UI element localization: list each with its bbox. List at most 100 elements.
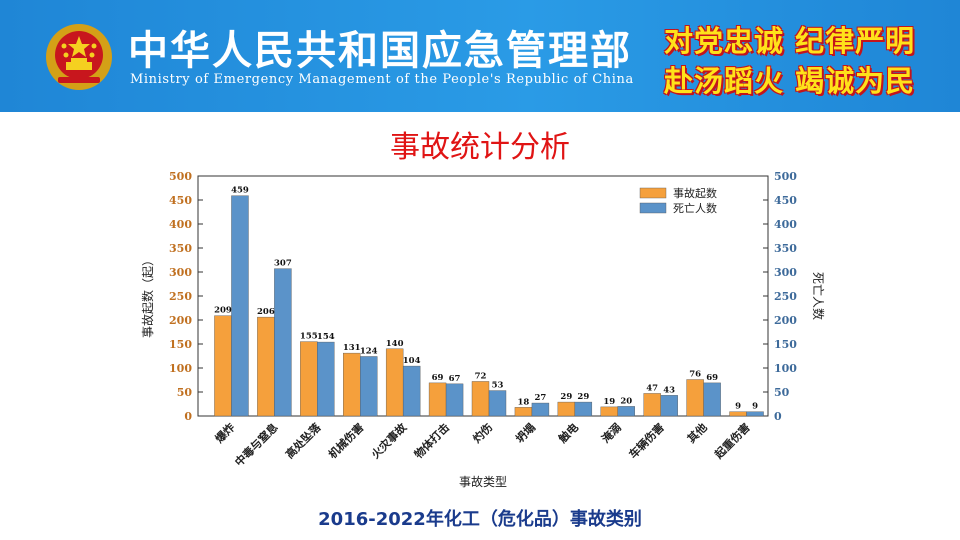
left-tick-label: 400 <box>169 218 192 231</box>
bar-accidents <box>686 379 704 417</box>
legend-label: 死亡人数 <box>673 201 717 215</box>
right-tick-label: 350 <box>774 242 797 255</box>
slide-title: 事故统计分析 <box>390 130 570 165</box>
right-tick-label: 50 <box>774 386 790 399</box>
data-label: 155 <box>300 332 318 342</box>
data-label: 140 <box>386 339 404 349</box>
data-label: 29 <box>560 392 572 402</box>
bar-deaths <box>317 341 335 417</box>
bar-accidents <box>257 316 275 417</box>
bar-accidents <box>343 352 361 417</box>
data-label: 9 <box>752 402 758 412</box>
organization-name-en: Ministry of Emergency Management of the … <box>130 72 634 87</box>
right-tick-label: 450 <box>774 194 797 207</box>
x-axis-title: 事故类型 <box>459 474 507 489</box>
header-banner: 中华人民共和国应急管理部 Ministry of Emergency Manag… <box>0 0 960 112</box>
legend-swatch <box>639 202 667 214</box>
bar-accidents <box>643 393 661 417</box>
left-tick-label: 0 <box>184 410 192 423</box>
left-tick-label: 250 <box>169 290 192 303</box>
bar-deaths <box>660 395 678 417</box>
data-label: 307 <box>274 259 292 269</box>
bar-accidents <box>514 407 533 417</box>
data-label: 209 <box>214 306 232 316</box>
category-label: 物体打击 <box>411 420 452 461</box>
category-label: 其他 <box>684 420 709 445</box>
bar-deaths <box>274 268 292 417</box>
legend-label: 事故起数 <box>673 186 717 200</box>
chart-caption: 2016-2022年化工（危化品）事故类别 <box>318 509 642 530</box>
right-tick-label: 100 <box>774 362 797 375</box>
data-label: 47 <box>646 383 658 393</box>
bar-deaths <box>445 383 464 417</box>
category-label: 坍塌 <box>513 420 538 445</box>
data-label: 69 <box>432 373 444 383</box>
right-tick-label: 200 <box>774 314 797 327</box>
category-label: 起重伤害 <box>711 420 753 462</box>
data-label: 18 <box>518 397 530 407</box>
left-tick-label: 200 <box>169 314 192 327</box>
bar-accidents <box>557 401 576 417</box>
category-label: 中毒与窒息 <box>232 420 281 469</box>
bar-deaths <box>360 356 378 417</box>
organization-name-cn: 中华人民共和国应急管理部 <box>128 28 632 74</box>
data-label: 67 <box>449 374 461 384</box>
data-label: 43 <box>663 385 675 395</box>
motto-line-1: 对党忠诚 纪律严明 <box>664 24 916 58</box>
category-label: 灼伤 <box>470 420 495 445</box>
bar-deaths <box>531 402 550 417</box>
bar-accidents <box>600 406 618 417</box>
data-label: 53 <box>492 381 504 391</box>
motto-box: 对党忠诚 纪律严明 赴汤蹈火 竭诚为民 <box>652 14 922 98</box>
data-label: 19 <box>603 397 615 407</box>
data-label: 72 <box>475 371 487 381</box>
motto-line-2: 赴汤蹈火 竭诚为民 <box>664 64 916 98</box>
right-tick-label: 500 <box>774 170 797 183</box>
bar-deaths <box>617 406 635 417</box>
category-label: 机械伤害 <box>325 420 366 461</box>
data-label: 104 <box>403 356 421 366</box>
bar-deaths <box>703 382 721 417</box>
left-tick-label: 450 <box>169 194 192 207</box>
data-label: 27 <box>535 393 547 403</box>
category-label: 爆炸 <box>212 420 237 445</box>
bar-accidents <box>385 348 404 417</box>
left-tick-label: 50 <box>177 386 193 399</box>
right-tick-label: 250 <box>774 290 797 303</box>
accident-chart: 0 0 50 50 100 100 150 150 200 200 250 250 300 300 350 3… <box>140 170 826 489</box>
bar-accidents <box>428 382 447 417</box>
bar-deaths <box>488 390 507 417</box>
left-tick-label: 300 <box>169 266 192 279</box>
right-axis-title: 死亡人数 <box>811 272 826 320</box>
right-tick-label: 0 <box>774 410 782 423</box>
category-label: 触电 <box>555 420 581 446</box>
bar-deaths <box>231 195 249 417</box>
right-tick-label: 300 <box>774 266 797 279</box>
data-label: 124 <box>360 346 378 356</box>
category-label: 火灾事故 <box>368 420 410 462</box>
category-label: 高处坠落 <box>282 420 324 462</box>
bar-accidents <box>729 411 747 417</box>
bar-deaths <box>574 401 593 417</box>
bar-deaths <box>746 411 764 417</box>
bar-deaths <box>402 365 421 417</box>
data-label: 69 <box>706 373 718 383</box>
bar-accidents <box>471 381 490 417</box>
data-label: 459 <box>231 186 249 196</box>
data-label: 20 <box>620 396 632 406</box>
bar-accidents <box>300 341 318 417</box>
bar-accidents <box>214 315 232 417</box>
left-tick-label: 150 <box>169 338 192 351</box>
left-tick-label: 350 <box>169 242 192 255</box>
national-emblem-icon <box>46 24 112 90</box>
category-label: 车辆伤害 <box>626 420 667 461</box>
data-label: 154 <box>317 332 335 342</box>
left-tick-label: 500 <box>169 170 192 183</box>
data-label: 9 <box>735 402 741 412</box>
category-label: 淹溺 <box>598 420 623 445</box>
right-tick-label: 150 <box>774 338 797 351</box>
data-label: 131 <box>343 343 361 353</box>
data-label: 206 <box>257 307 275 317</box>
right-tick-label: 400 <box>774 218 797 231</box>
data-label: 29 <box>577 392 589 402</box>
